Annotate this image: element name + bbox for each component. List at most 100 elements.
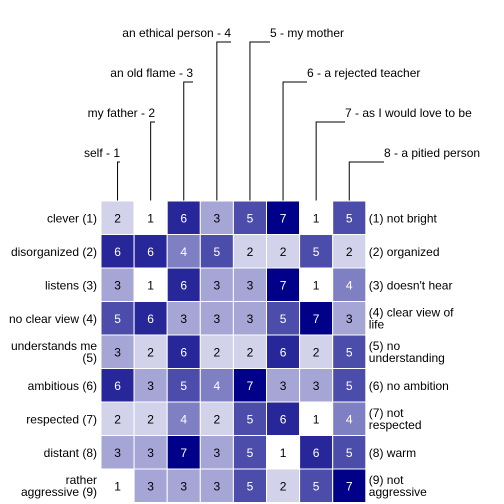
heatmap-cell (166, 368, 201, 403)
cell-value: 7 (180, 446, 187, 460)
column-label: an ethical person - 4 (122, 26, 231, 40)
column-connectors (117, 41, 384, 201)
heatmap-cell (100, 435, 135, 470)
heatmap-cell (166, 401, 201, 436)
cell-value: 2 (280, 479, 287, 493)
column-label: my father - 2 (88, 106, 156, 120)
cell-value: 3 (214, 312, 221, 326)
cell-value: 4 (214, 379, 221, 393)
left-pole-labels: clever (1) disorganized (2) listens (3) no … (9, 211, 97, 499)
right-pole-label: (3) doesn't hear (369, 278, 453, 292)
cell-value: 6 (180, 278, 187, 292)
heatmap-cell (166, 301, 201, 336)
cell-value: 6 (280, 345, 287, 359)
column-label: self - 1 (84, 146, 120, 160)
cell-value: 2 (313, 345, 320, 359)
heatmap-cell (332, 334, 367, 369)
right-pole-label: aggressive (369, 485, 427, 499)
heatmap-cell (332, 200, 367, 235)
left-pole-label: rather (66, 473, 97, 487)
heatmap-cell (266, 368, 301, 403)
cell-value: 7 (280, 211, 287, 225)
cell-value: 5 (247, 446, 254, 460)
column-label: 7 - as I would love to be (345, 106, 472, 120)
cell-value: 5 (346, 345, 353, 359)
heatmap-cell (133, 267, 168, 302)
cell-value: 5 (247, 412, 254, 426)
left-pole-label: understands me (11, 339, 97, 353)
heatmap-cell (266, 200, 301, 235)
cell-value: 3 (147, 446, 154, 460)
column-label: 8 - a pitied person (384, 146, 480, 160)
heatmap-cell (232, 401, 267, 436)
cell-value: 7 (280, 278, 287, 292)
cell-value: 5 (247, 479, 254, 493)
cell-value: 4 (180, 245, 187, 259)
cell-value: 2 (214, 412, 221, 426)
cell-value: 6 (180, 211, 187, 225)
left-pole-label: (5) (82, 351, 97, 365)
right-pole-label: (4) clear view of (369, 305, 454, 319)
column-connector (315, 121, 345, 201)
left-pole-label: listens (3) (45, 278, 97, 292)
cell-value: 1 (114, 479, 121, 493)
left-pole-label: disorganized (2) (11, 245, 97, 259)
heatmap-cell (266, 435, 301, 470)
cell-value: 6 (147, 245, 154, 259)
column-connector (150, 121, 155, 201)
cell-value: 1 (147, 211, 154, 225)
cell-value: 6 (147, 312, 154, 326)
cell-value: 7 (313, 312, 320, 326)
cell-value: 1 (280, 446, 287, 460)
heatmap-cell (100, 401, 135, 436)
cell-value: 5 (313, 245, 320, 259)
cell-value: 3 (214, 211, 221, 225)
cell-value: 3 (114, 446, 121, 460)
right-pole-label: understanding (369, 351, 445, 365)
right-pole-label: respected (369, 418, 422, 432)
cell-value: 2 (346, 245, 353, 259)
column-connector (282, 81, 307, 201)
cell-value: 3 (313, 379, 320, 393)
cell-value: 3 (147, 479, 154, 493)
cell-value: 5 (114, 312, 121, 326)
column-connector (348, 161, 384, 201)
heatmap-cell (232, 468, 267, 503)
column-label: 5 - my mother (270, 26, 344, 40)
heatmap-cell (199, 267, 234, 302)
right-pole-label: (9) not (369, 473, 404, 487)
cell-value: 3 (214, 446, 221, 460)
cell-value: 2 (247, 345, 254, 359)
column-connector (183, 81, 193, 201)
cell-value: 5 (214, 245, 221, 259)
right-pole-label: (1) not bright (369, 211, 438, 225)
cell-value: 7 (247, 379, 254, 393)
cell-value: 5 (346, 211, 353, 225)
heatmap-cell (299, 368, 334, 403)
left-pole-label: clever (1) (47, 211, 97, 225)
cell-value: 3 (180, 479, 187, 493)
left-pole-label: aggressive (9) (21, 485, 97, 499)
heatmap-cell (100, 200, 135, 235)
left-pole-label: respected (7) (26, 412, 97, 426)
cell-value: 6 (313, 446, 320, 460)
right-pole-label: (6) no ambition (369, 379, 449, 393)
cell-value: 5 (346, 446, 353, 460)
heatmap-cell (332, 301, 367, 336)
right-pole-label: life (369, 317, 385, 331)
heatmap-cell (133, 435, 168, 470)
cell-value: 3 (247, 278, 254, 292)
cell-value: 2 (214, 345, 221, 359)
column-labels: self - 1 my father - 2 an old flame - 3 an … (84, 26, 480, 160)
heatmap-cell (299, 267, 334, 302)
cell-value: 3 (247, 312, 254, 326)
right-pole-labels: (1) not bright (2) organized (3) doesn't h… (369, 211, 454, 499)
column-connector (117, 161, 120, 201)
heatmap-cell (232, 368, 267, 403)
right-pole-label: (2) organized (369, 245, 440, 259)
cell-value: 6 (180, 345, 187, 359)
column-connector (249, 41, 270, 201)
cell-value: 3 (114, 345, 121, 359)
column-label: 6 - a rejected teacher (307, 66, 420, 80)
